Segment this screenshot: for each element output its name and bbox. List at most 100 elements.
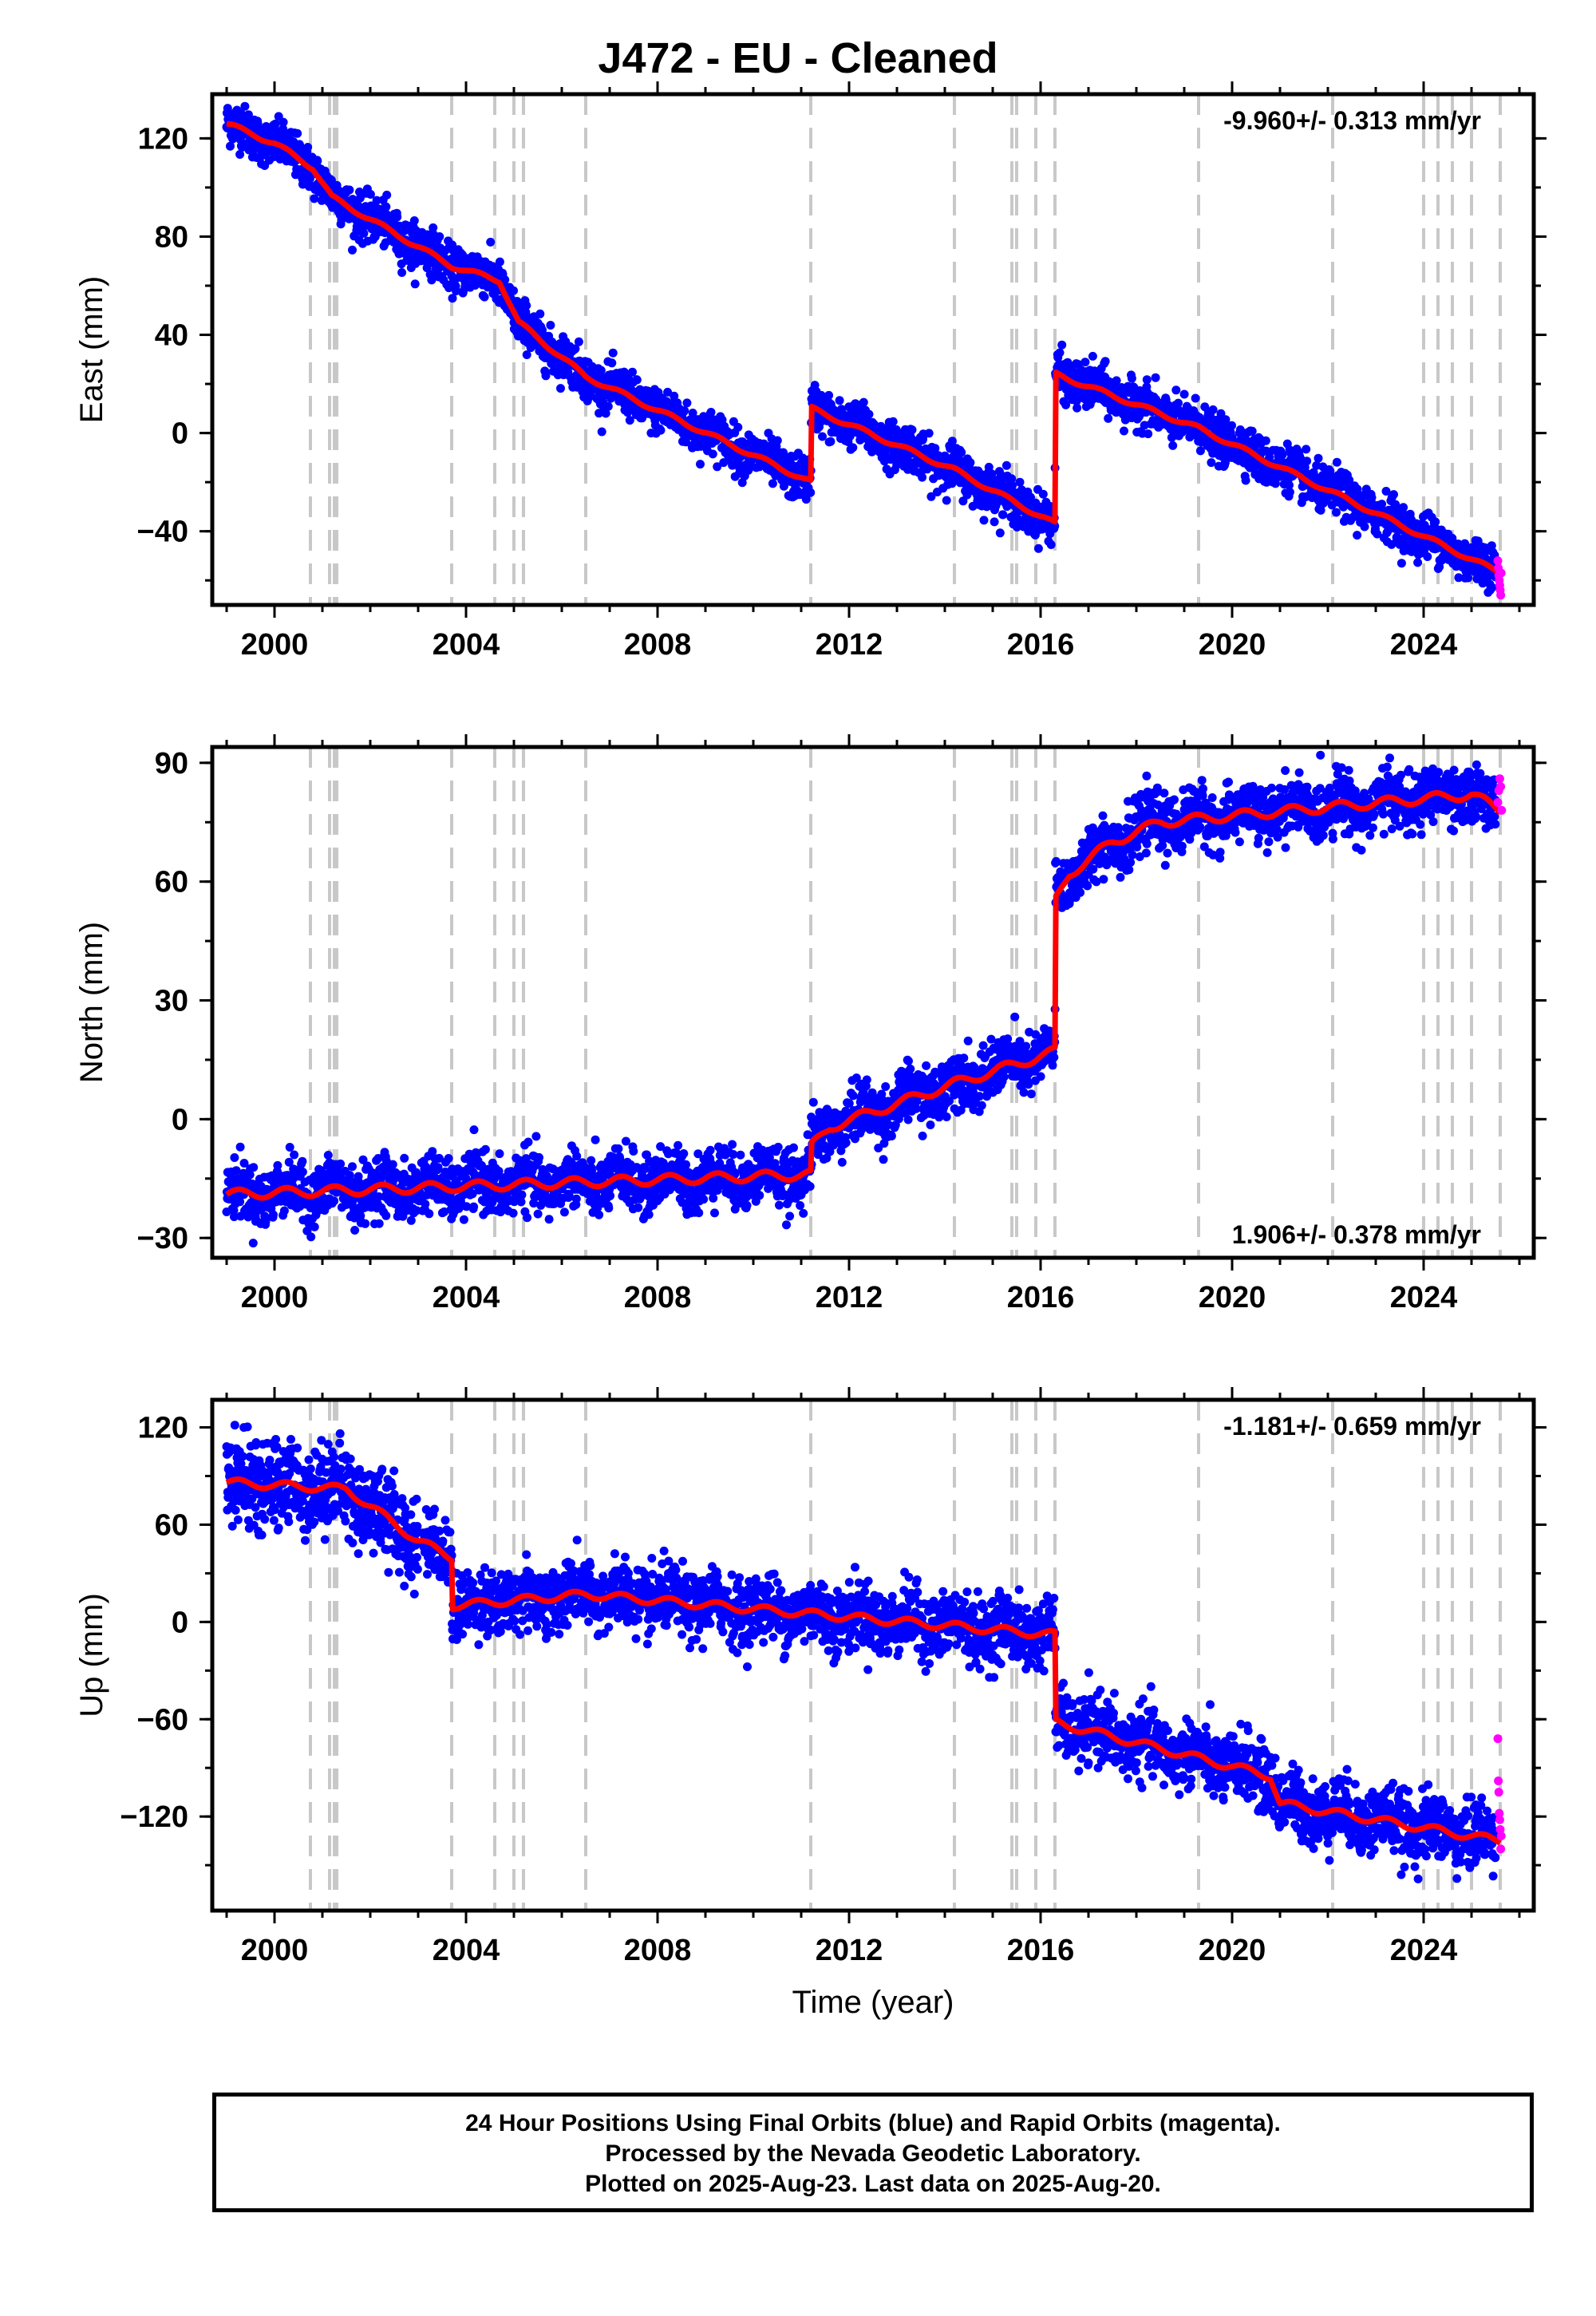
data-point: [440, 1207, 449, 1216]
data-point: [957, 448, 966, 457]
data-point: [674, 1140, 683, 1150]
data-point: [559, 1207, 569, 1217]
data-point: [1265, 453, 1274, 462]
data-point: [1080, 358, 1090, 367]
data-point: [495, 1149, 504, 1159]
panel-east: 2000 2004 2008 2012 2016 2020 2024−4004080120E…: [74, 81, 1547, 662]
chart-title: J472 - EU - Cleaned: [598, 34, 998, 82]
data-point: [1221, 415, 1231, 425]
data-point: [374, 1219, 384, 1228]
data-point: [355, 193, 365, 203]
data-point: [336, 1159, 346, 1168]
data-point: [995, 528, 1005, 538]
data-point: [248, 1239, 258, 1248]
data-point: [604, 1203, 614, 1213]
data-point: [1487, 541, 1496, 551]
data-point: [806, 488, 816, 497]
data-point: [382, 190, 392, 200]
data-point: [372, 196, 381, 205]
data-point: [1007, 474, 1017, 484]
data-point: [1487, 583, 1497, 592]
data-point: [864, 409, 874, 419]
data-point: [348, 245, 357, 255]
data-point: [629, 1147, 638, 1156]
data-point: [444, 1154, 453, 1163]
data-point: [495, 257, 504, 267]
data-point: [768, 479, 777, 488]
data-point: [1055, 348, 1065, 358]
data-point: [737, 478, 747, 488]
data-point: [947, 479, 957, 488]
data-point: [1073, 403, 1082, 413]
data-point: [859, 397, 868, 407]
data-point: [509, 286, 518, 295]
data-point: [323, 1151, 333, 1160]
data-point: [1001, 460, 1011, 470]
y-tick-label: 0: [172, 417, 188, 451]
data-point: [656, 425, 666, 435]
data-point: [421, 1199, 430, 1209]
data-point: [1144, 429, 1153, 439]
data-point: [512, 297, 522, 306]
data-point: [1120, 426, 1128, 436]
data-point: [918, 472, 927, 482]
data-point: [459, 1215, 468, 1224]
data-point: [434, 1153, 444, 1163]
data-point: [406, 1215, 416, 1225]
data-point: [1373, 529, 1382, 539]
x-tick-label: 2020: [1199, 628, 1266, 662]
data-point: [1247, 426, 1257, 436]
data-point: [298, 1168, 307, 1176]
data-point: [1100, 357, 1110, 366]
data-point: [924, 429, 934, 438]
data-point: [1015, 477, 1025, 487]
data-point: [1423, 552, 1432, 561]
data-point: [306, 1232, 316, 1242]
data-point: [261, 1217, 271, 1227]
plot-frame: [210, 92, 1536, 607]
data-point: [522, 301, 531, 310]
data-point: [249, 1163, 259, 1172]
data-point: [285, 1143, 294, 1152]
data-point: [240, 101, 250, 111]
data-point: [435, 232, 444, 241]
data-point: [1046, 540, 1056, 549]
data-point: [733, 422, 743, 432]
data-point: [229, 1212, 239, 1222]
data-point: [381, 1211, 391, 1220]
data-point: [269, 1210, 278, 1219]
data-point: [1135, 386, 1144, 395]
x-tick-label: 2012: [816, 628, 883, 662]
data-point: [688, 409, 697, 417]
data-point: [987, 469, 997, 479]
data-point: [381, 202, 391, 211]
data-point: [330, 1196, 338, 1206]
data-point: [1396, 559, 1406, 568]
data-point: [388, 1160, 397, 1169]
data-point: [1381, 487, 1391, 496]
data-point: [597, 427, 606, 437]
data-point: [223, 104, 232, 113]
data-point: [1360, 522, 1369, 532]
data-point: [523, 1213, 532, 1223]
data-point: [1241, 476, 1250, 485]
data-point: [546, 321, 555, 330]
data-point: [824, 390, 834, 400]
data-point: [1216, 409, 1226, 418]
data-point: [1431, 517, 1440, 527]
data-point: [907, 425, 917, 435]
data-point: [284, 1157, 294, 1167]
data-point: [801, 495, 811, 504]
data-point: [1302, 445, 1311, 454]
data-point: [361, 1219, 370, 1228]
data-point: [644, 1210, 654, 1219]
data-point: [713, 462, 722, 472]
data-point: [608, 348, 618, 358]
data-point: [719, 458, 729, 468]
data-point: [1174, 398, 1183, 408]
data-point: [358, 1155, 368, 1164]
data-point: [835, 396, 844, 405]
data-point: [1208, 405, 1218, 414]
data-point: [628, 367, 637, 377]
data-point: [1478, 579, 1487, 588]
